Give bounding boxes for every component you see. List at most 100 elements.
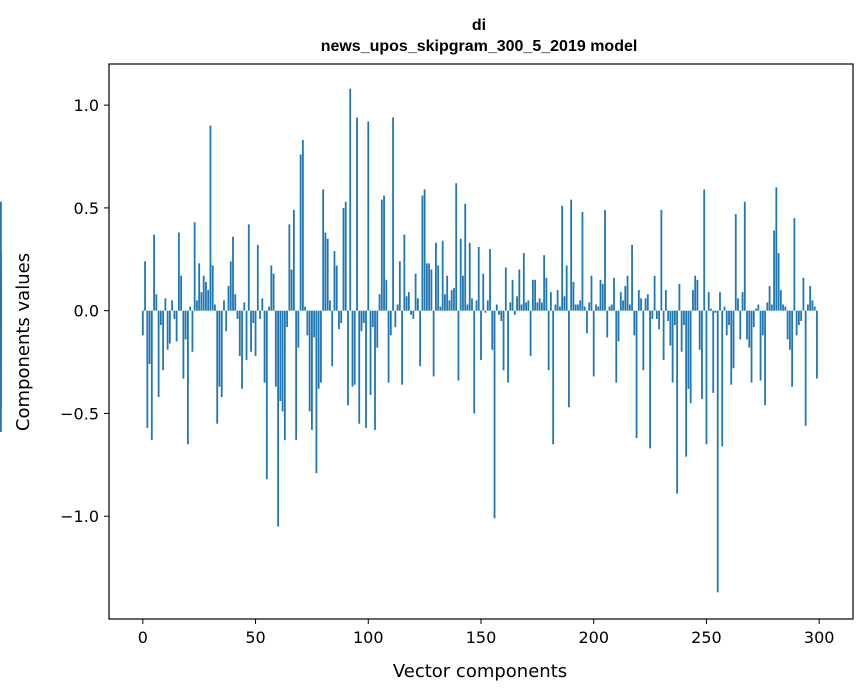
bar-37 [225,310,228,332]
bar-124 [421,195,424,311]
bar-268 [746,310,748,340]
bar-106 [380,199,383,311]
bar-278 [768,286,771,311]
bar-102 [371,310,374,328]
bar-146 [471,298,473,311]
bar-216 [628,304,631,311]
bar-221 [640,298,642,311]
bar-185 [559,306,561,311]
bar-undefined [0,304,2,311]
bar-137 [450,290,453,311]
bar-80 [322,189,325,311]
bar-270 [750,310,753,383]
bar-218 [633,310,636,336]
bar-175 [536,302,539,311]
bar-160 [502,310,505,371]
bar-155 [491,310,494,350]
bar-24 [196,300,198,311]
bar-266 [741,292,744,311]
x-tick-label: 250 [691,628,722,647]
bar-76 [313,310,316,338]
bar-206 [606,310,609,338]
bar-130 [435,242,437,311]
bar-227 [653,275,656,311]
bar-142 [462,275,464,311]
bar-149 [477,246,480,311]
bar-5 [153,234,155,311]
bar-282 [777,253,780,311]
bar-49 [252,310,255,323]
bar-33 [216,310,219,424]
bar-288 [791,310,794,387]
y-axis: 1.0 0.5 0.0 −0.5 −1.0 [60,96,109,526]
bar-62 [281,310,284,412]
bar-81 [324,232,327,311]
bar-9 [162,310,165,371]
bar-257 [721,310,724,447]
bar-118 [407,292,410,311]
bar-97 [360,310,363,332]
bar-12 [168,310,171,344]
bar-11 [166,310,169,350]
bar-134 [444,294,446,311]
bar-41 [234,294,237,311]
bar-244 [692,290,694,311]
bar-47 [247,224,250,311]
x-axis: 0 50 100 150 200 250 300 [138,619,834,647]
bar-94 [353,310,356,385]
bar-87 [338,310,340,330]
bar-143 [464,203,467,311]
bar-40 [232,236,234,311]
bar-186 [561,205,564,311]
bar-177 [540,302,543,311]
bar-179 [545,277,548,311]
bar-75 [311,310,313,430]
bar-296 [809,286,812,311]
bar-183 [554,304,557,311]
bar-84 [331,310,334,367]
bar-144 [466,304,469,311]
bar-125 [423,189,426,311]
bar-77 [315,310,318,474]
bar-133 [441,240,444,311]
bar-225 [649,310,651,449]
bar-100 [367,121,370,311]
bar-22 [191,310,194,352]
bar-39 [229,261,232,311]
bar-224 [646,294,649,311]
bar-279 [770,304,773,311]
y-tick-label: 0.0 [74,302,99,321]
y-tick-label: −0.5 [60,404,99,423]
bar-215 [626,275,629,311]
x-tick-label: 100 [353,628,384,647]
bar-105 [378,294,381,311]
bar-287 [788,310,791,350]
bar-161 [504,267,507,311]
bar-123 [419,310,422,367]
bar-85 [333,251,336,311]
bar-17 [180,275,183,311]
bar-140 [457,310,460,381]
x-axis-label: Vector components [393,661,567,682]
bar-180 [547,310,550,371]
bar-73 [306,310,309,336]
bar-294 [804,310,807,426]
bar-232 [664,290,667,311]
bar-132 [439,306,442,311]
bar-189 [568,310,570,408]
bar-136 [448,300,451,311]
bar-217 [631,244,633,311]
bar-31 [211,265,214,311]
bar-113 [396,304,399,311]
bar-211 [617,310,620,342]
bar-205 [604,209,606,311]
bar-194 [579,300,582,311]
bar-269 [748,310,751,348]
bar-126 [425,263,428,311]
bar-255 [716,310,719,593]
bar-169 [522,253,525,311]
bar-121 [414,273,417,311]
bar-240 [683,310,685,326]
bar-57 [270,265,273,311]
chart-title-line-1: di [472,17,486,34]
